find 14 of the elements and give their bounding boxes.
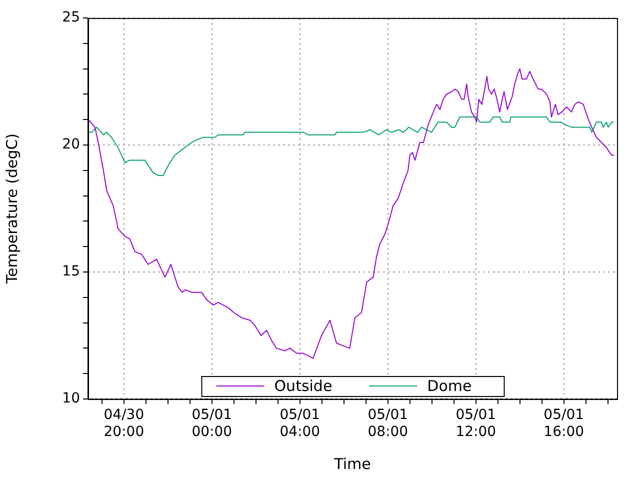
- y-tick-label: 15: [62, 264, 80, 280]
- x-tick-label: 05/01 04:00: [280, 407, 320, 440]
- legend-label: Outside: [274, 376, 332, 395]
- x-tick-label: 04/30 20:00: [104, 407, 144, 440]
- x-tick-label: 05/01 08:00: [368, 407, 408, 440]
- y-tick-label: 20: [62, 136, 80, 153]
- y-axis-title: Temperature (degC): [2, 133, 21, 285]
- y-tick-label: 10: [62, 390, 80, 407]
- x-tick-label: 05/01 12:00: [456, 407, 496, 440]
- x-tick-label: 05/01 00:00: [192, 407, 232, 440]
- legend-label: Dome: [427, 376, 472, 395]
- x-tick-label: 05/01 16:00: [544, 407, 584, 440]
- y-tick-label: 25: [62, 10, 80, 26]
- x-axis-title: Time: [333, 454, 371, 473]
